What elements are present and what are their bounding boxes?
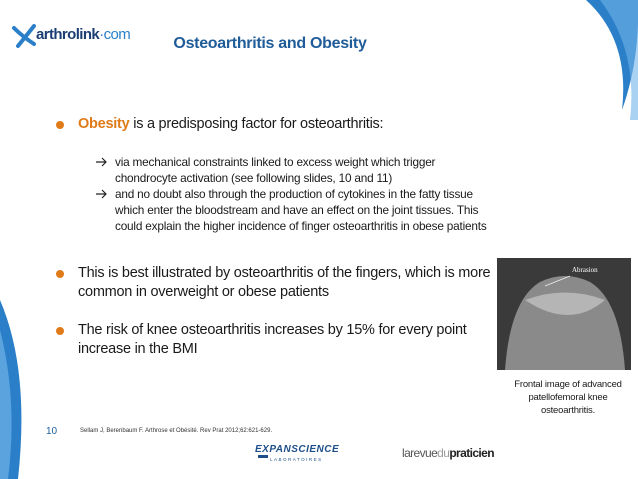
bullet-text: Obesity is a predisposing factor for ost… (78, 115, 498, 134)
reference: Sellam J, Berenbaum F. Arthrose et Obési… (80, 428, 273, 434)
corner-swoosh (600, 0, 638, 120)
sponsor-sub: LABORATOIRES (270, 457, 323, 462)
logo-icon (12, 24, 36, 48)
xray-bone (525, 292, 605, 315)
sponsor-logo: EXPANSCIENCE (255, 444, 340, 455)
logo-name: arthrolink (36, 26, 100, 43)
text: is a predisposing factor for osteoarthri… (129, 116, 384, 132)
slide-title: Osteoarthritis and Obesity (173, 35, 367, 52)
image-label: Abrasion (572, 266, 598, 274)
arrow-icon (96, 157, 107, 167)
bullet-dot (56, 270, 64, 278)
bullet-dot (56, 121, 64, 129)
publisher-part: larevue (402, 446, 438, 460)
sub-item: via mechanical constraints linked to exc… (115, 155, 436, 185)
page-number: 10 (46, 426, 58, 437)
arrow-icon (96, 189, 107, 199)
publisher-part: du (437, 446, 450, 460)
bullet-text: The risk of knee osteoarthritis increase… (78, 322, 467, 357)
publisher-part: praticien (449, 446, 494, 460)
pointer-line (544, 275, 571, 287)
logo-suffix: ·com (99, 26, 131, 43)
bullet-text: This is best illustrated by osteoarthrit… (78, 265, 491, 300)
sub-item: and no doubt also through the production… (115, 187, 487, 233)
logo-bar (258, 455, 268, 458)
figure-caption: Frontal image of advanced patellofemoral… (514, 379, 622, 416)
bullet-dot (56, 327, 64, 335)
publisher-logo: larevuedupraticien (402, 446, 495, 460)
edge-swoosh (0, 330, 12, 479)
highlight: Obesity (78, 116, 130, 132)
logo: arthrolink·com (36, 26, 131, 43)
